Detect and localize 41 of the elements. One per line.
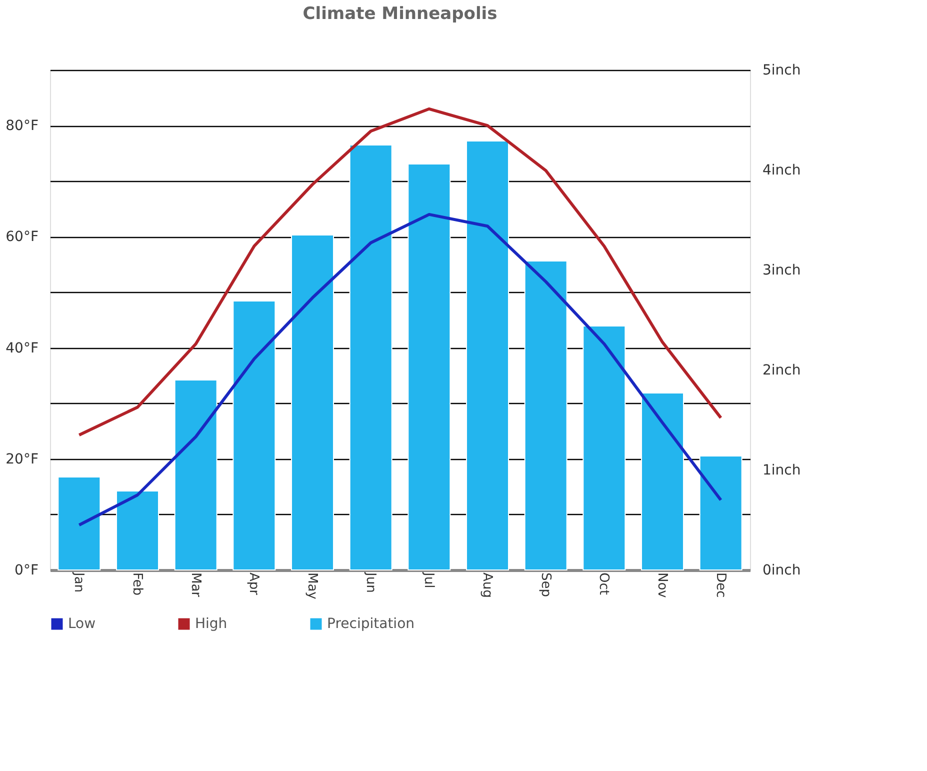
bar: [232, 300, 276, 570]
y-tick-label: 20°F: [6, 451, 38, 468]
y-tick-label: 60°F: [6, 229, 38, 246]
bar: [466, 140, 509, 570]
x-tick-label: Oct: [596, 572, 612, 595]
bar: [58, 476, 101, 570]
x-tick-label: Feb: [130, 572, 144, 596]
x-tick-label: Sep: [538, 572, 553, 598]
line-series: [78, 107, 722, 436]
y-tick-label: 40°F: [6, 340, 38, 356]
x-tick-label: Nov: [654, 572, 670, 598]
bar: [291, 234, 334, 570]
legend-label: Low: [68, 616, 96, 632]
bar: [699, 456, 742, 570]
x-tick-label: May: [304, 572, 320, 600]
bar: [116, 490, 159, 570]
y-tick-label: 80°F: [6, 118, 38, 134]
line-series: [78, 212, 722, 526]
y2-tick-label: 2inch: [762, 362, 801, 378]
y-tick-label: 0°F: [14, 562, 38, 578]
bar: [174, 380, 218, 570]
x-tick-label: Jun: [362, 572, 378, 593]
x-tick-label: Jul: [421, 572, 436, 588]
legend-label: Precipitation: [327, 616, 415, 632]
x-tick-label: Jan: [71, 572, 86, 593]
bar: [641, 392, 684, 570]
chart-title: Climate Minneapolis: [302, 4, 498, 24]
y2-tick-label: 3inch: [762, 262, 801, 278]
y2-tick-label: 0inch: [762, 562, 801, 578]
x-tick-label: Aug: [480, 572, 494, 598]
y2-tick-label: 5inch: [762, 62, 801, 78]
bar: [582, 326, 626, 570]
x-tick-label: Apr: [246, 572, 262, 596]
legend-label: High: [195, 616, 228, 632]
x-tick-label: Mar: [188, 572, 203, 598]
bar: [349, 144, 392, 570]
x-tick-label: Dec: [712, 572, 728, 598]
y2-tick-label: 1inch: [762, 462, 801, 478]
bar: [408, 164, 451, 570]
y2-tick-label: 4inch: [762, 162, 801, 178]
bar: [524, 260, 568, 570]
